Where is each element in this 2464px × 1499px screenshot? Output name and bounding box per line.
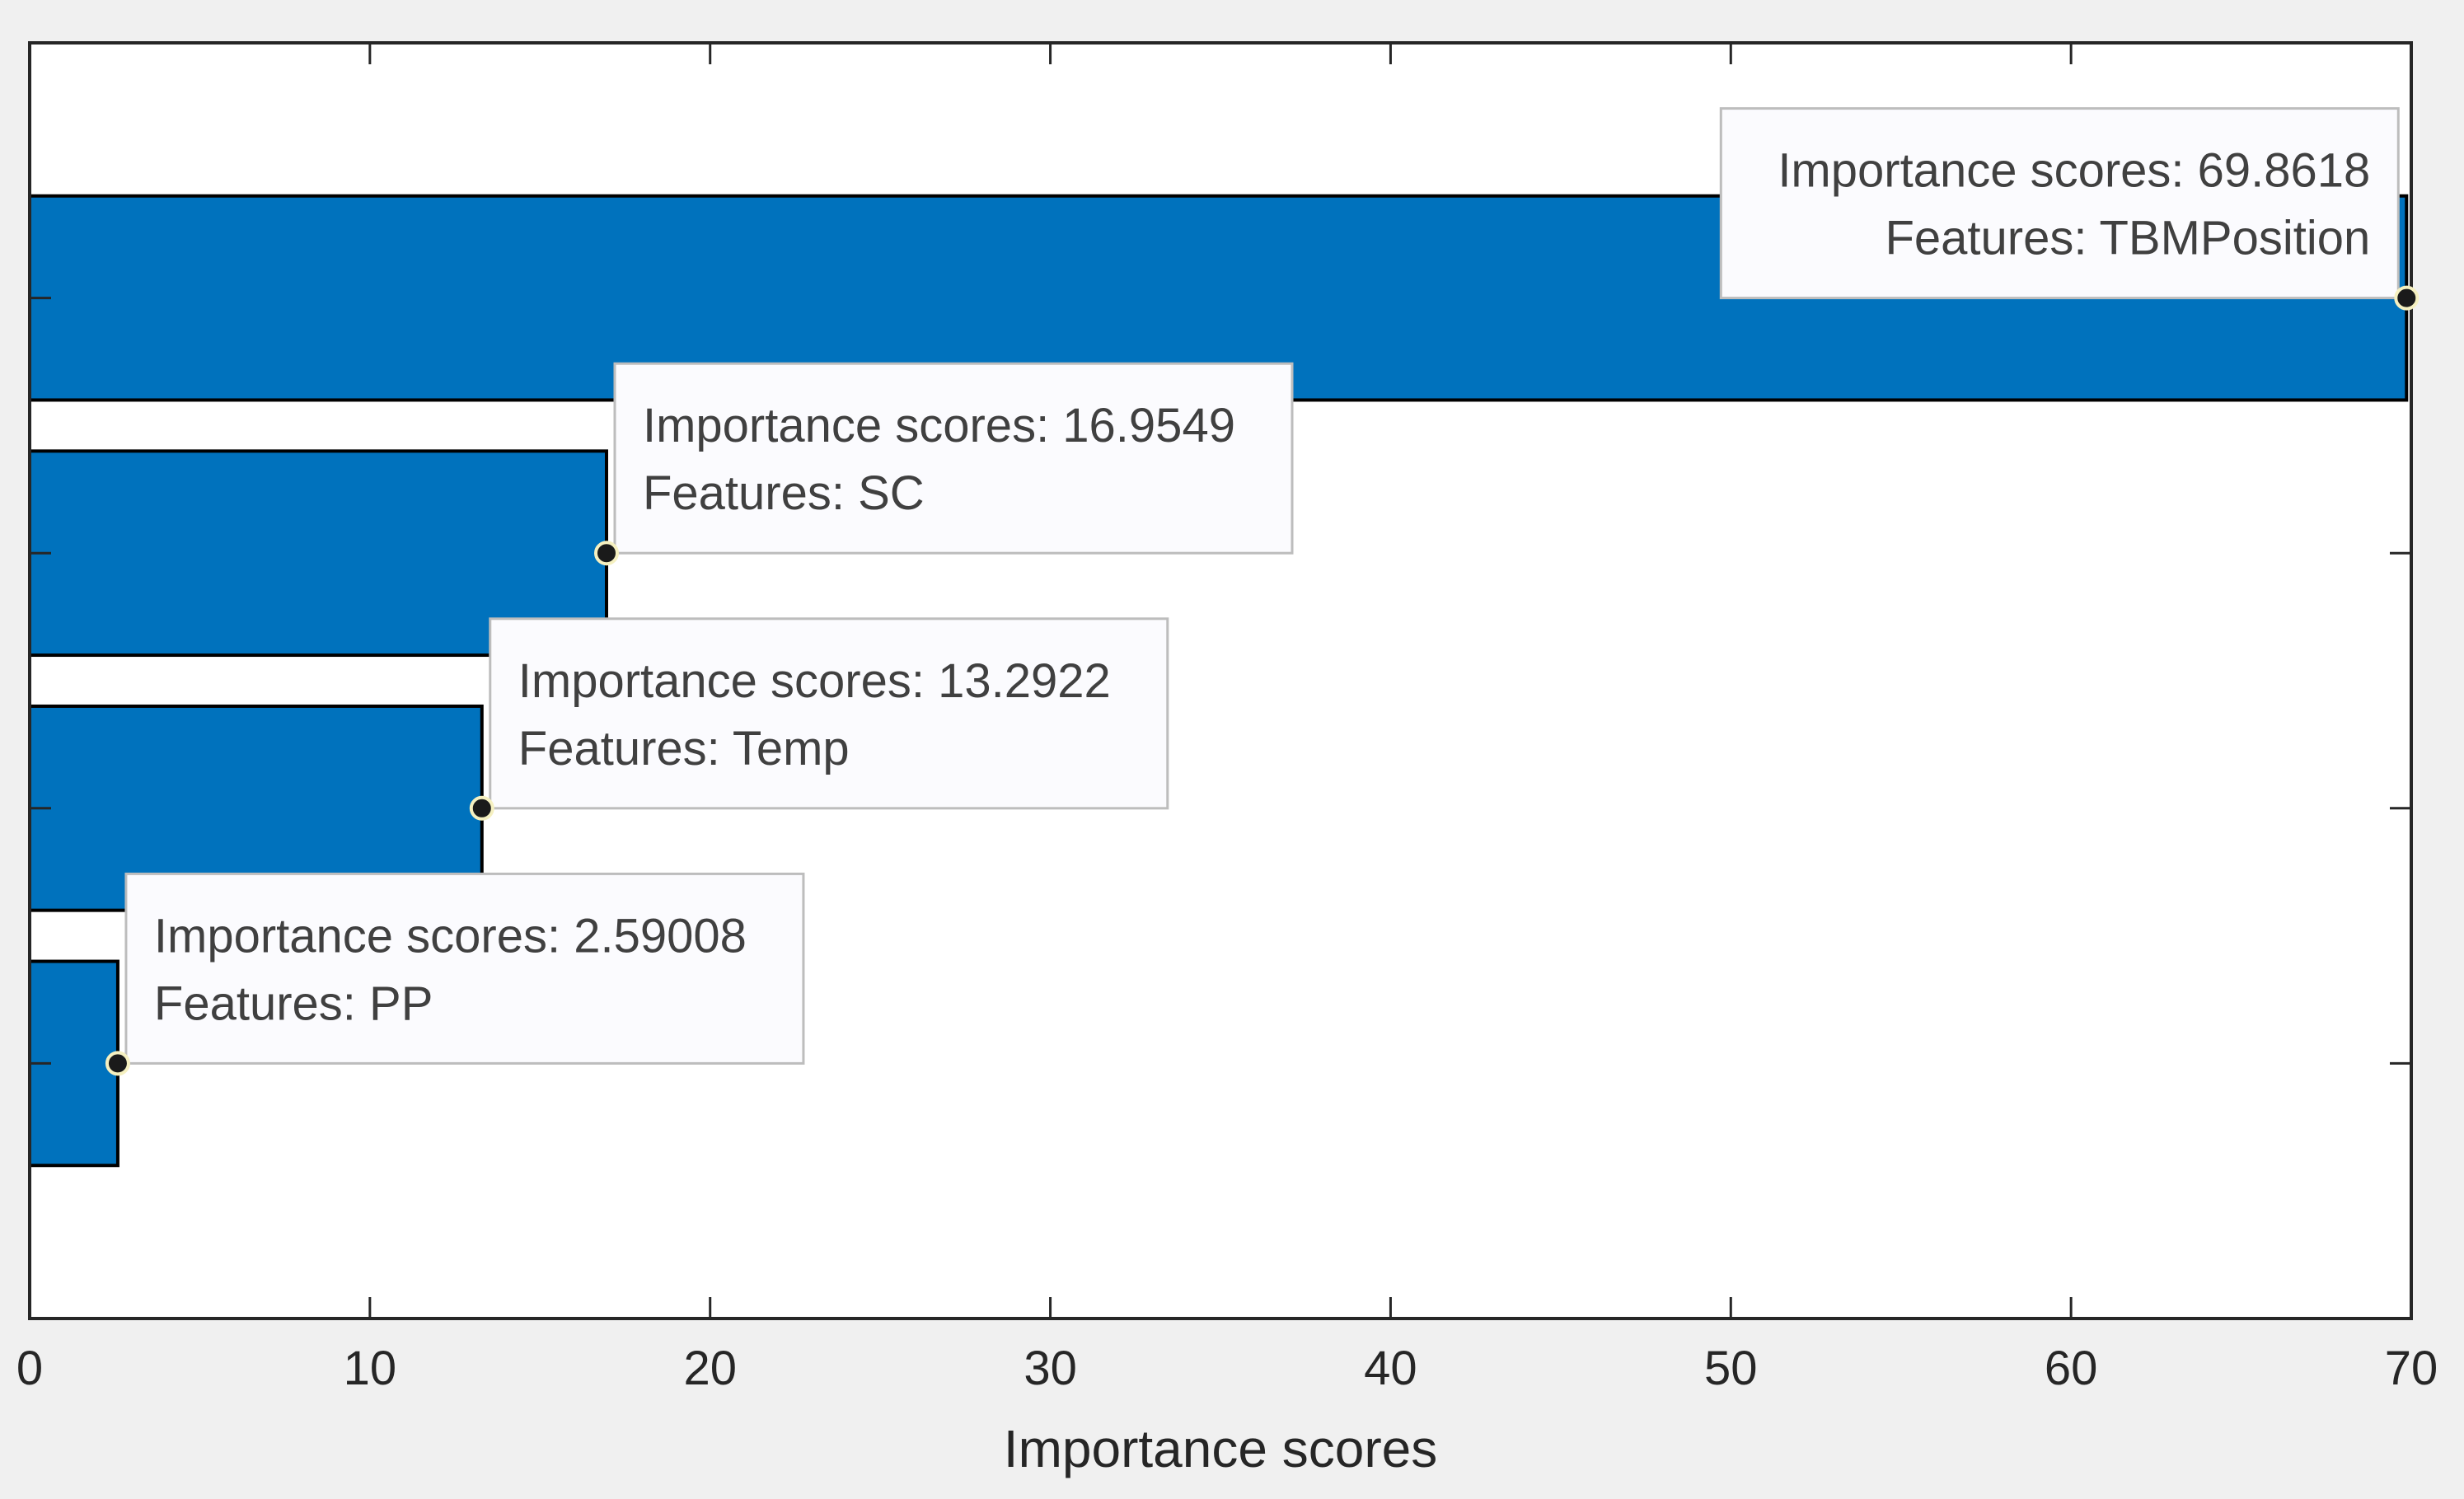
datatip-marker[interactable]: [469, 795, 494, 821]
datatip-sc[interactable]: Importance scores: 16.9549 Features: SC: [593, 362, 1294, 566]
datatip-pp[interactable]: Importance scores: 2.59008 Features: PP: [105, 872, 805, 1076]
axes-box: [28, 41, 2413, 1320]
x-tick-label: 0: [16, 1342, 43, 1395]
datatip-score-text: Importance scores: 16.9549: [643, 399, 1235, 452]
x-tick-label: 20: [683, 1342, 737, 1395]
datatip-temp[interactable]: Importance scores: 13.2922 Features: Temp: [469, 617, 1169, 821]
datatip-feature-text: Features: PP: [154, 977, 433, 1030]
datatip-score-text: Importance scores: 2.59008: [154, 909, 747, 963]
datatip-marker[interactable]: [2394, 285, 2419, 311]
x-tick-label: 70: [2385, 1342, 2438, 1395]
datatip-feature-text: Features: TBMPosition: [1885, 212, 2370, 265]
x-tick-label: 40: [1364, 1342, 1417, 1395]
datatips-layer: Importance scores: 69.8618 Features: TBMP…: [105, 107, 2419, 1076]
datatip-score-text: Importance scores: 13.2922: [518, 654, 1111, 708]
datatip-tbmposition[interactable]: Importance scores: 69.8618 Features: TBMP…: [1719, 107, 2419, 311]
x-tick-label: 50: [1704, 1342, 1758, 1395]
x-axis-label: Importance scores: [1004, 1419, 1437, 1478]
datatip-box: [613, 362, 1294, 555]
x-tick-label: 60: [2045, 1342, 2098, 1395]
x-tick-label: 30: [1024, 1342, 1077, 1395]
ticks-layer: 0 10 20 30 40 50 60 70: [16, 43, 2438, 1395]
datatip-box: [1719, 107, 2400, 300]
datatip-marker[interactable]: [105, 1051, 130, 1076]
datatip-marker[interactable]: [593, 541, 619, 566]
datatip-feature-text: Features: Temp: [518, 722, 850, 775]
datatip-score-text: Importance scores: 69.8618: [1778, 144, 2370, 198]
datatip-feature-text: Features: SC: [643, 466, 925, 520]
datatip-box: [489, 617, 1169, 810]
datatip-box: [124, 872, 805, 1065]
x-tick-label: 10: [344, 1342, 397, 1395]
